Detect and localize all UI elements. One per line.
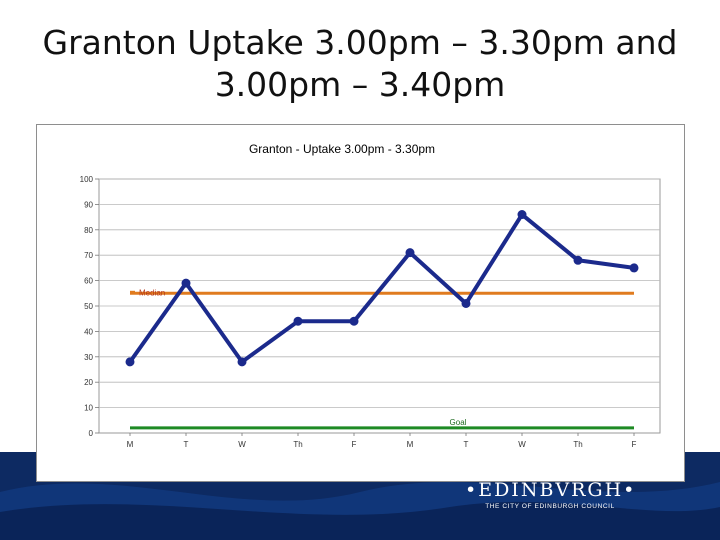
x-tick-label: T	[464, 440, 469, 449]
edinburgh-council-logo: •EDINBVRGH• THE CITY OF EDINBURGH COUNCI…	[465, 478, 635, 512]
y-tick-label: 40	[84, 327, 93, 336]
x-tick-label: Th	[293, 440, 302, 449]
chart-panel: 0 10 20 30 40 50 60 70 80 90 100 M T W Th F M T W Th F Median…	[36, 124, 685, 482]
uptake-data-point	[461, 298, 471, 308]
uptake-series-line	[128, 212, 635, 364]
y-tick-label: 20	[84, 378, 93, 387]
uptake-data-point	[237, 357, 247, 367]
x-tick-label: M	[407, 440, 414, 449]
uptake-data-point	[293, 316, 303, 326]
logo-wordmark: •EDINBVRGH•	[465, 479, 637, 501]
uptake-data-point	[405, 248, 415, 258]
x-tick-label: F	[632, 440, 637, 449]
x-tick-label: W	[518, 440, 526, 449]
slide-title-line-2: 3.00pm – 3.40pm	[214, 65, 506, 104]
uptake-data-point	[181, 278, 191, 288]
logo-subtitle: THE CITY OF EDINBURGH COUNCIL	[485, 503, 615, 510]
y-tick-label: 10	[84, 404, 93, 413]
uptake-data-point	[573, 255, 583, 265]
uptake-data-point	[629, 263, 639, 273]
x-tick-label: W	[238, 440, 246, 449]
y-tick-label: 60	[84, 277, 93, 286]
x-tick-label: T	[184, 440, 189, 449]
x-tick-label: Th	[573, 440, 582, 449]
line-chart: 0 10 20 30 40 50 60 70 80 90 100 M T W Th F M T W Th F Median…	[80, 142, 661, 449]
y-tick-label: 100	[80, 175, 94, 184]
y-tick-label: 50	[84, 302, 93, 311]
y-tick-label: 0	[89, 429, 94, 438]
x-tick-label: F	[352, 440, 357, 449]
uptake-data-point	[349, 316, 359, 326]
y-tick-label: 90	[84, 200, 93, 209]
slide-title-line-1: Granton Uptake 3.00pm – 3.30pm and	[42, 23, 678, 62]
uptake-data-point	[125, 357, 135, 367]
y-tick-label: 70	[84, 251, 93, 260]
uptake-data-point	[517, 210, 527, 220]
slide-title: Granton Uptake 3.00pm – 3.30pm and 3.00p…	[20, 22, 700, 106]
y-tick-label: 30	[84, 353, 93, 362]
x-tick-label: M	[127, 440, 134, 449]
goal-label: Goal	[450, 418, 467, 427]
y-tick-label: 80	[84, 226, 93, 235]
chart-title: Granton - Uptake 3.00pm - 3.30pm	[249, 142, 435, 156]
median-label: Median	[139, 288, 165, 297]
